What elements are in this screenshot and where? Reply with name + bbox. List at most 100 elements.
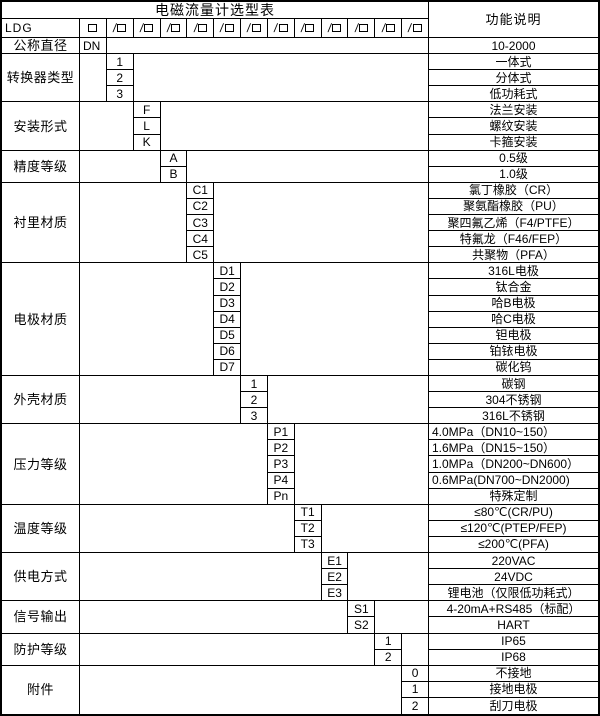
- desc-cell: 锂电池（仅限低功耗式）: [428, 585, 598, 602]
- code-cell: 2: [241, 392, 268, 409]
- code-cell: D4: [214, 311, 242, 328]
- model-slash-box-cell: /: [348, 19, 376, 38]
- group-label: 公称直径: [2, 38, 80, 55]
- code-cell: T1: [294, 504, 322, 521]
- desc-cell: ≤120℃(PTEP/FEP): [428, 521, 598, 537]
- group-right-filler: [321, 504, 429, 554]
- desc-cell: 分体式: [428, 70, 598, 87]
- desc-cell: 低功耗式: [428, 86, 598, 103]
- slash-icon: /: [353, 21, 360, 35]
- group-label: 转换器类型: [2, 54, 80, 103]
- code-cell: E3: [321, 585, 349, 602]
- code-cell: P1: [267, 424, 295, 441]
- desc-cell: IP68: [428, 650, 598, 666]
- code-cell: D7: [214, 359, 242, 376]
- slash-icon: /: [326, 21, 333, 35]
- group-label: 精度等级: [2, 150, 80, 183]
- code-cell: P3: [267, 456, 295, 473]
- desc-cell: IP65: [428, 634, 598, 650]
- desc-cell: 接地电极: [428, 682, 598, 698]
- model-slash-box-cell: /: [375, 19, 403, 38]
- blank-box-icon: [412, 24, 422, 32]
- group-label: 附件: [2, 665, 80, 714]
- code-cell: P4: [267, 472, 295, 489]
- code-cell: 1: [375, 633, 403, 650]
- blank-box-icon: [224, 24, 234, 32]
- desc-cell: 螺纹安装: [428, 118, 598, 135]
- group-right-filler: [133, 54, 429, 103]
- code-cell: 0: [402, 665, 429, 682]
- model-prefix-cell: LDG: [2, 19, 80, 38]
- group-right-filler: [294, 424, 429, 505]
- group-left-filler: [80, 54, 107, 103]
- blank-box-icon: [197, 24, 207, 32]
- slash-icon: /: [192, 21, 198, 35]
- code-cell: 3: [241, 408, 268, 425]
- blank-box-icon: [88, 24, 98, 32]
- desc-cell: 聚四氟乙烯（F4/PTFE）: [428, 215, 598, 232]
- blank-box-icon: [117, 24, 127, 32]
- code-cell: 2: [402, 697, 429, 714]
- model-slash-box-cell: /: [267, 19, 295, 38]
- code-cell: T3: [294, 536, 322, 554]
- blank-box-icon: [171, 24, 181, 32]
- code-cell: S2: [348, 617, 376, 634]
- model-slash-box-cell: /: [160, 19, 188, 38]
- desc-cell: 0.6MPa(DN700~DN2000): [428, 473, 598, 489]
- group-label: 供电方式: [2, 553, 80, 602]
- desc-cell: 碳钢: [428, 376, 598, 393]
- blank-box-icon: [278, 24, 288, 32]
- group-label: 衬里材质: [2, 182, 80, 264]
- code-cell: D5: [214, 327, 242, 344]
- group-right-filler: [214, 182, 429, 264]
- desc-cell: 1.0MPa（DN200~DN600）: [428, 456, 598, 473]
- code-cell: D1: [214, 263, 242, 280]
- desc-cell: 304不锈钢: [428, 392, 598, 409]
- desc-cell: 0.5级: [428, 151, 598, 167]
- desc-cell: 316L电极: [428, 263, 598, 280]
- group-left-filler: [80, 633, 376, 666]
- model-first-box-cell: [80, 19, 107, 38]
- group-left-filler: [80, 665, 403, 714]
- code-cell: 1: [241, 375, 268, 393]
- group-left-filler: [80, 182, 188, 264]
- code-cell: P2: [267, 440, 295, 457]
- group-left-filler: [80, 553, 322, 602]
- code-cell: D2: [214, 279, 242, 296]
- code-cell: 1: [106, 54, 134, 71]
- code-cell: 1: [402, 681, 429, 698]
- desc-cell: 一体式: [428, 54, 598, 71]
- model-slash-box-cell: /: [187, 19, 215, 38]
- blank-box-icon: [359, 24, 369, 32]
- function-description-header: 功能说明: [428, 2, 598, 38]
- desc-cell: 刮刀电极: [489, 698, 538, 713]
- blank-box-icon: [144, 24, 154, 32]
- group-left-filler: [80, 424, 268, 505]
- code-cell: C4: [187, 231, 215, 248]
- table-title: 电磁流量计选型表: [2, 2, 429, 19]
- desc-cell: 聚氨酯橡胶（PU）: [428, 199, 598, 216]
- group-right-filler: [241, 263, 429, 376]
- desc-cell: HART: [428, 617, 598, 634]
- desc-cell: 特殊定制: [428, 489, 598, 505]
- code-cell: D6: [214, 343, 242, 360]
- code-cell: Pn: [267, 488, 295, 505]
- desc-cell: 钛合金: [428, 279, 598, 296]
- desc-cell: 铂铱电极: [428, 344, 598, 360]
- code-cell: C1: [187, 182, 215, 199]
- model-slash-box-cell: /: [321, 19, 349, 38]
- desc-cell: 钽电极: [428, 328, 598, 344]
- code-cell: DN: [80, 38, 107, 55]
- blank-box-icon: [251, 24, 261, 32]
- group-right-filler: [267, 375, 429, 425]
- desc-cell: 1.6MPa（DN15~150）: [428, 440, 598, 457]
- code-cell: 3: [106, 86, 134, 103]
- desc-cell: ≤80℃(CR/PU): [428, 505, 598, 521]
- group-label: 信号输出: [2, 601, 80, 634]
- code-cell: A: [160, 150, 188, 167]
- group-label: 外壳材质: [2, 375, 80, 425]
- group-left-filler: [80, 102, 134, 151]
- desc-cell: 法兰安装: [428, 102, 598, 119]
- group-left-filler: [80, 375, 242, 425]
